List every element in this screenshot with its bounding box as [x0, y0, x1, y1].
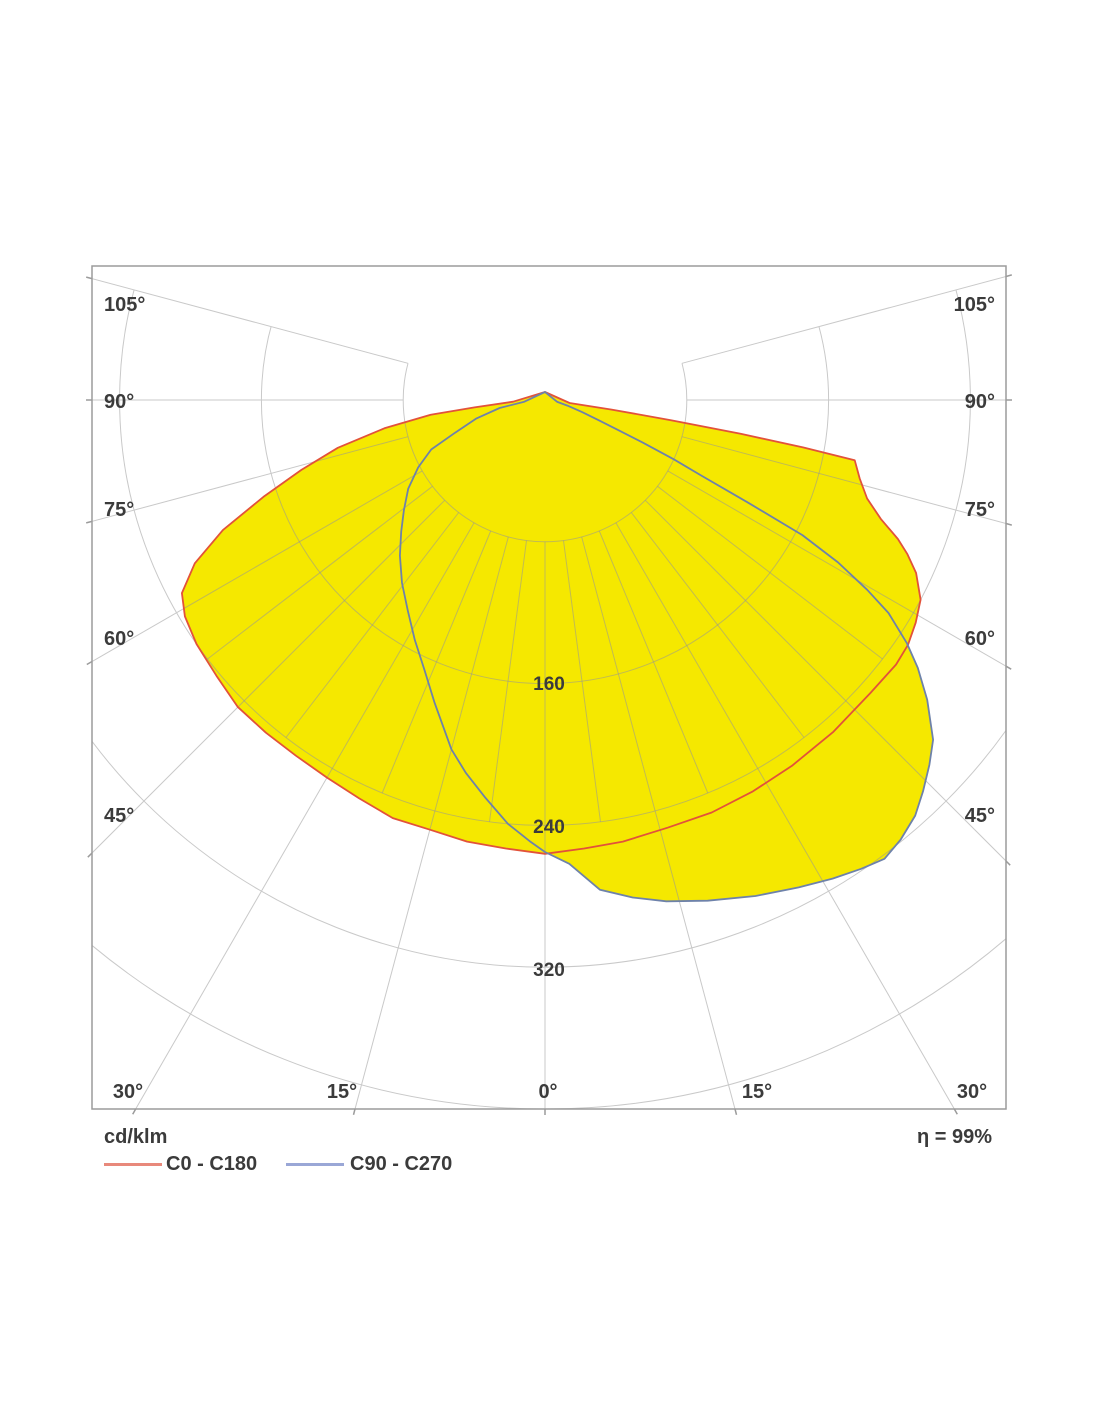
grid-sub-ray: [207, 485, 433, 660]
angle-label-bottom: 15°: [327, 1081, 357, 1103]
legend-label-c0-c180: C0 - C180: [166, 1153, 258, 1175]
legend-label-c90-c270: C90 - C270: [350, 1153, 453, 1175]
grid-ray: [681, 436, 1006, 525]
grid-ray: [681, 275, 1006, 364]
curve-c0-c180: [181, 391, 922, 855]
frame-tick: [1005, 274, 1012, 278]
frame-tick: [352, 1108, 356, 1115]
angle-label-left: 105°: [104, 294, 145, 316]
grid-ray: [644, 499, 934, 902]
frame-tick: [132, 1108, 137, 1115]
grid-ray: [181, 522, 475, 902]
frame-tick: [1005, 665, 1012, 670]
grid-sub-ray: [598, 530, 709, 794]
grid-sub-ray: [630, 512, 805, 738]
angle-label-right: 45°: [965, 805, 995, 827]
angle-label-right: 75°: [965, 499, 995, 521]
beam-fill: [181, 392, 934, 902]
angle-label-left: 45°: [104, 805, 134, 827]
angle-label-left: 90°: [104, 391, 134, 413]
ring-value-label: 320: [533, 960, 565, 981]
grid-sub-ray: [285, 512, 460, 738]
legend-line-c0-c180-icon: [104, 1163, 162, 1166]
frame-tick: [1005, 522, 1012, 526]
angle-label-bottom: 30°: [957, 1081, 987, 1103]
legend-line-c90-c270-icon: [286, 1163, 344, 1166]
grid-ray: [181, 499, 446, 902]
efficiency-label: η = 99%: [916, 1126, 992, 1148]
angle-label-right: 105°: [954, 294, 995, 316]
angle-label-bottom: 0°: [538, 1081, 557, 1103]
frame-tick: [953, 1108, 958, 1115]
grid-ray: [181, 470, 423, 902]
grid-ray: [181, 536, 509, 902]
grid-sub-ray: [657, 485, 883, 660]
frame-tick: [86, 276, 93, 280]
plot-frame: [91, 265, 1007, 1110]
angle-label-bottom: 30°: [113, 1081, 143, 1103]
frame-tick: [734, 1108, 738, 1115]
grid-sub-ray: [489, 540, 527, 822]
grid-ray: [682, 0, 1100, 363]
frame-tick: [86, 520, 93, 524]
grid-ray: [667, 470, 934, 902]
units-label: cd/klm: [104, 1126, 168, 1148]
frame-tick: [87, 852, 93, 858]
angle-label-bottom: 15°: [742, 1081, 772, 1103]
grid-ray: [92, 436, 409, 522]
grid-ray: [615, 522, 934, 902]
angle-label-right: 90°: [965, 391, 995, 413]
frame-tick: [86, 660, 93, 666]
angle-label-left: 60°: [104, 628, 134, 650]
curve-c90-c270: [399, 391, 934, 903]
angle-label-right: 60°: [965, 628, 995, 650]
grid-sub-ray: [381, 530, 492, 794]
ring-value-label: 240: [533, 817, 565, 838]
ring-value-label: 160: [533, 674, 565, 695]
grid-sub-ray: [563, 540, 601, 822]
grid-ray: [581, 536, 934, 902]
grid-ray: [92, 278, 409, 364]
angle-label-left: 75°: [104, 499, 134, 521]
frame-tick: [1005, 860, 1011, 866]
